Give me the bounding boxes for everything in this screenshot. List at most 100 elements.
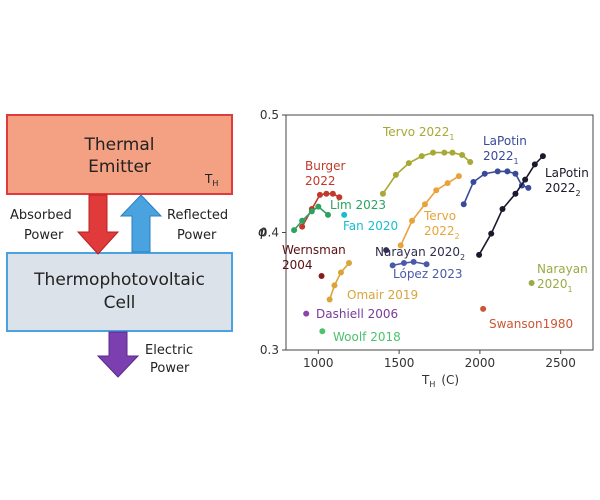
- data-point: [470, 178, 477, 185]
- series-burger-2022: [299, 190, 343, 230]
- x-axis-label-unit: (C): [441, 373, 459, 387]
- data-point: [331, 282, 338, 289]
- series-label-line: LaPotin: [483, 134, 527, 148]
- series-label-dashiell-2006: Dashiell 2006: [316, 307, 398, 321]
- emitter-temperature-sub: H: [212, 179, 218, 188]
- data-point: [423, 261, 430, 268]
- series-label-subscript: 1: [514, 157, 519, 166]
- series-narayan-2020-2: [383, 247, 390, 254]
- series-label-lapotin-2022-2: LaPotin 20222: [545, 166, 589, 198]
- data-point: [389, 262, 396, 269]
- emitter-temperature-label: TH: [204, 172, 218, 188]
- x-tick-label: 2500: [545, 356, 576, 370]
- series-dashiell-2006: [303, 310, 310, 317]
- data-point: [441, 149, 448, 156]
- data-point: [379, 190, 386, 197]
- emitter-label-line2: Emitter: [88, 157, 151, 177]
- data-point: [488, 230, 495, 237]
- series-label-wernsman-2004: Wernsman 2004: [282, 243, 346, 272]
- series-swanson1980: [480, 305, 487, 312]
- data-point: [299, 217, 306, 224]
- series-lapotin-2022-2: [476, 153, 546, 258]
- emitter-label-line1: Thermal: [83, 135, 154, 155]
- series-label-narayan-2020-1: Narayan 20201: [537, 262, 588, 294]
- series-omair-2019: [326, 260, 353, 303]
- data-point: [392, 171, 399, 178]
- series-label-line: 2022: [305, 174, 336, 188]
- x-axis-ticks: 1000 1500 2000 2500: [303, 350, 576, 370]
- series-label-narayan-2020-2: Narayan 20202: [375, 245, 465, 262]
- series-label-subscript: 1: [449, 133, 454, 142]
- data-point: [316, 191, 323, 198]
- data-point: [504, 168, 511, 175]
- series-label-swanson1980: Swanson1980: [489, 317, 573, 331]
- data-point: [522, 176, 529, 183]
- series-label-subscript: 2: [455, 232, 460, 241]
- series-line: [478, 155, 544, 256]
- data-point: [539, 153, 546, 160]
- cell-label-line1: Thermophotovoltaic: [33, 270, 205, 290]
- series-layer: [291, 149, 546, 335]
- data-point: [341, 211, 348, 218]
- data-point: [531, 161, 538, 168]
- series-label-subscript: 1: [568, 285, 573, 294]
- series-l-pez-2023: [389, 258, 430, 269]
- data-point: [346, 260, 353, 267]
- data-point: [400, 260, 407, 267]
- data-point: [299, 223, 306, 230]
- y-tick-label: 0.4: [260, 226, 279, 240]
- electric-label-line1: Electric: [145, 343, 193, 358]
- x-tick-label: 2000: [465, 356, 496, 370]
- data-point: [329, 190, 336, 197]
- series-woolf-2018: [319, 328, 326, 335]
- series-label-line: Lim 2023: [330, 198, 386, 212]
- series-label-line: 2020: [537, 277, 568, 291]
- series-label-line: Wernsman: [282, 243, 346, 257]
- series-label-tervo-2022-2: Tervo 20222: [423, 209, 460, 241]
- series-label-line: 2022: [483, 149, 514, 163]
- series-label-burger-2022: Burger 2022: [305, 159, 346, 188]
- series-label-line: Tervo 2022: [382, 125, 449, 139]
- data-point: [325, 211, 332, 218]
- data-point: [397, 242, 404, 249]
- x-axis-label-sub: H: [429, 380, 435, 389]
- x-tick-label: 1000: [303, 356, 334, 370]
- series-label-tervo-2022-1: Tervo 20221: [382, 125, 455, 142]
- data-point: [528, 280, 535, 287]
- data-point: [337, 269, 344, 276]
- series-label-line: Narayan: [537, 262, 588, 276]
- data-point: [499, 206, 506, 212]
- data-point: [418, 153, 425, 160]
- data-point: [455, 173, 462, 180]
- series-label-line: 2004: [282, 258, 313, 272]
- data-point: [326, 296, 333, 303]
- x-axis-label: TH (C): [421, 373, 459, 389]
- series-label-woolf-2018: Woolf 2018: [333, 330, 401, 344]
- tpv-schematic: Thermal Emitter TH Thermophotovoltaic Ce…: [6, 114, 233, 378]
- data-point: [383, 247, 390, 254]
- series-label-line: Woolf 2018: [333, 330, 401, 344]
- data-point: [410, 258, 417, 265]
- series-label-subscript: 2: [460, 253, 465, 262]
- series-label-line: Burger: [305, 159, 346, 173]
- data-point: [512, 170, 519, 177]
- data-point: [318, 272, 325, 279]
- series-label-line: López 2023: [393, 267, 462, 281]
- absorbed-label-line1: Absorbed: [10, 208, 72, 223]
- thermal-emitter-box: [6, 114, 233, 195]
- data-point: [480, 305, 487, 312]
- series-line: [392, 261, 427, 267]
- data-point: [291, 227, 298, 234]
- absorbed-power-arrow: [76, 194, 120, 255]
- data-point: [481, 170, 488, 177]
- series-narayan-2020-1: [528, 280, 535, 287]
- data-point: [315, 203, 322, 210]
- series-label-line: 2022: [424, 224, 455, 238]
- series-label-omair-2019: Omair 2019: [347, 288, 418, 302]
- series-label-line: 2022: [545, 181, 576, 195]
- reflected-label-line1: Reflected: [167, 208, 228, 223]
- series-label-lim-2023: Lim 2023: [330, 198, 386, 212]
- y-axis-label: φ: [258, 225, 267, 240]
